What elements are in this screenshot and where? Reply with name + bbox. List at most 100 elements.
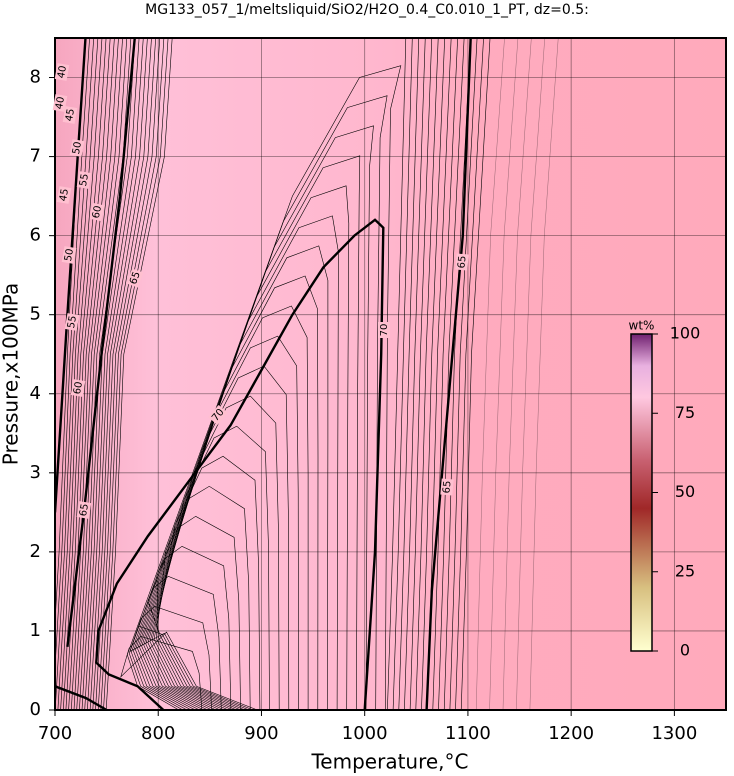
contour-line (153, 455, 261, 710)
chart-title: MG133_057_1/meltsliquid/SiO2/H2O_0.4_C0.… (145, 2, 589, 18)
contour-label-bg (440, 478, 454, 496)
contour-line (143, 305, 309, 710)
contour-label-bg (208, 405, 228, 425)
contour-label: 50 (71, 141, 84, 155)
contour-line (138, 576, 250, 710)
contour-label: 60 (72, 381, 85, 395)
contour-line (443, 38, 471, 710)
y-tick-label: 7 (30, 146, 41, 167)
contour-label-bg (89, 202, 105, 222)
contour-label: 45 (64, 108, 77, 122)
contour-line (156, 515, 241, 710)
contour-line (105, 38, 173, 710)
colorbar-label: wt% (629, 319, 655, 333)
contour-line (145, 335, 299, 710)
x-axis-label: Temperature,°C (310, 750, 468, 774)
contour-label-bg (62, 106, 78, 124)
contour-label: 50 (63, 248, 76, 262)
contour-line (438, 38, 465, 710)
y-axis-label: Pressure,x100MPa (0, 283, 23, 465)
contour-line (57, 38, 99, 710)
contour-label: 65 (128, 270, 143, 286)
contour-label-bg (70, 379, 86, 397)
colorbar-tick-label: 50 (675, 482, 695, 501)
x-tick-label: 1000 (342, 723, 388, 744)
contour-label-bg (52, 94, 68, 112)
contour-line (147, 365, 290, 710)
contour-line (139, 245, 329, 710)
contour-line (97, 38, 161, 710)
bold-contour (55, 685, 108, 710)
contour-line (141, 275, 319, 710)
contour-line (95, 38, 156, 710)
colorbar-tick-label: 100 (670, 324, 701, 343)
plot-area (55, 38, 726, 710)
colorbar-tick-label: 0 (680, 641, 690, 660)
contour-label: 60 (91, 205, 104, 220)
contour-line (89, 38, 148, 710)
contour-label: 40 (56, 65, 69, 79)
y-tick-label: 1 (30, 620, 41, 641)
contour-line (404, 38, 426, 710)
contour-label-bg (61, 246, 77, 264)
contour-line (502, 38, 532, 710)
contour-line (131, 125, 374, 710)
x-tick-label: 900 (244, 723, 278, 744)
bold-contour (425, 38, 472, 710)
contour-line (71, 38, 119, 710)
contour-line (79, 38, 132, 710)
contour-label-bg (76, 171, 92, 189)
contour-line (55, 38, 90, 673)
contour-line (63, 38, 107, 710)
contour-line (155, 485, 251, 710)
contour-label: 55 (78, 173, 91, 187)
contour-line (409, 38, 433, 710)
colorbar-tick-label: 25 (675, 561, 695, 580)
contour-label-bg (378, 322, 390, 338)
contour-line (137, 215, 339, 710)
contour-line (460, 38, 491, 710)
contours (55, 38, 559, 710)
contour-line (129, 606, 254, 710)
contour-line (476, 38, 505, 710)
colorbar-tick-label: 75 (675, 403, 695, 422)
contour-label: 40 (54, 96, 67, 110)
x-tick-label: 700 (38, 723, 72, 744)
contour-line (76, 38, 128, 710)
contour-line (126, 65, 402, 710)
contour-line (516, 38, 545, 710)
contour-line (128, 95, 388, 710)
contour-line (100, 38, 165, 710)
contour-label: 55 (66, 315, 79, 329)
contour-line (387, 38, 407, 710)
bold-contour (55, 38, 87, 513)
x-tick-label: 1200 (548, 723, 594, 744)
colorbar (630, 333, 653, 652)
contour-line (455, 38, 484, 710)
contour-line (432, 38, 458, 710)
contour-label-bg (126, 268, 144, 288)
contour-label: 45 (58, 188, 71, 202)
y-tick-label: 6 (30, 225, 41, 246)
contour-label-bg (56, 186, 72, 204)
contour-line (147, 545, 246, 710)
contour-label-bg (76, 501, 92, 519)
contour-label-bg (455, 253, 469, 271)
x-tick-label: 1100 (445, 723, 491, 744)
y-tick-label: 8 (30, 67, 41, 88)
contour-line (392, 38, 413, 710)
y-tick-label: 4 (30, 383, 41, 404)
contour-label: 65 (78, 503, 91, 517)
contour-line (60, 38, 103, 710)
y-tick-label: 2 (30, 541, 41, 562)
contour-label: 65 (456, 255, 468, 269)
contour-line (149, 395, 280, 710)
contour-line (55, 38, 94, 710)
contour-line (133, 155, 361, 710)
y-tick-label: 0 (30, 699, 41, 720)
contour-line (87, 38, 144, 710)
contour-line (73, 38, 123, 710)
contour-line (81, 38, 136, 710)
